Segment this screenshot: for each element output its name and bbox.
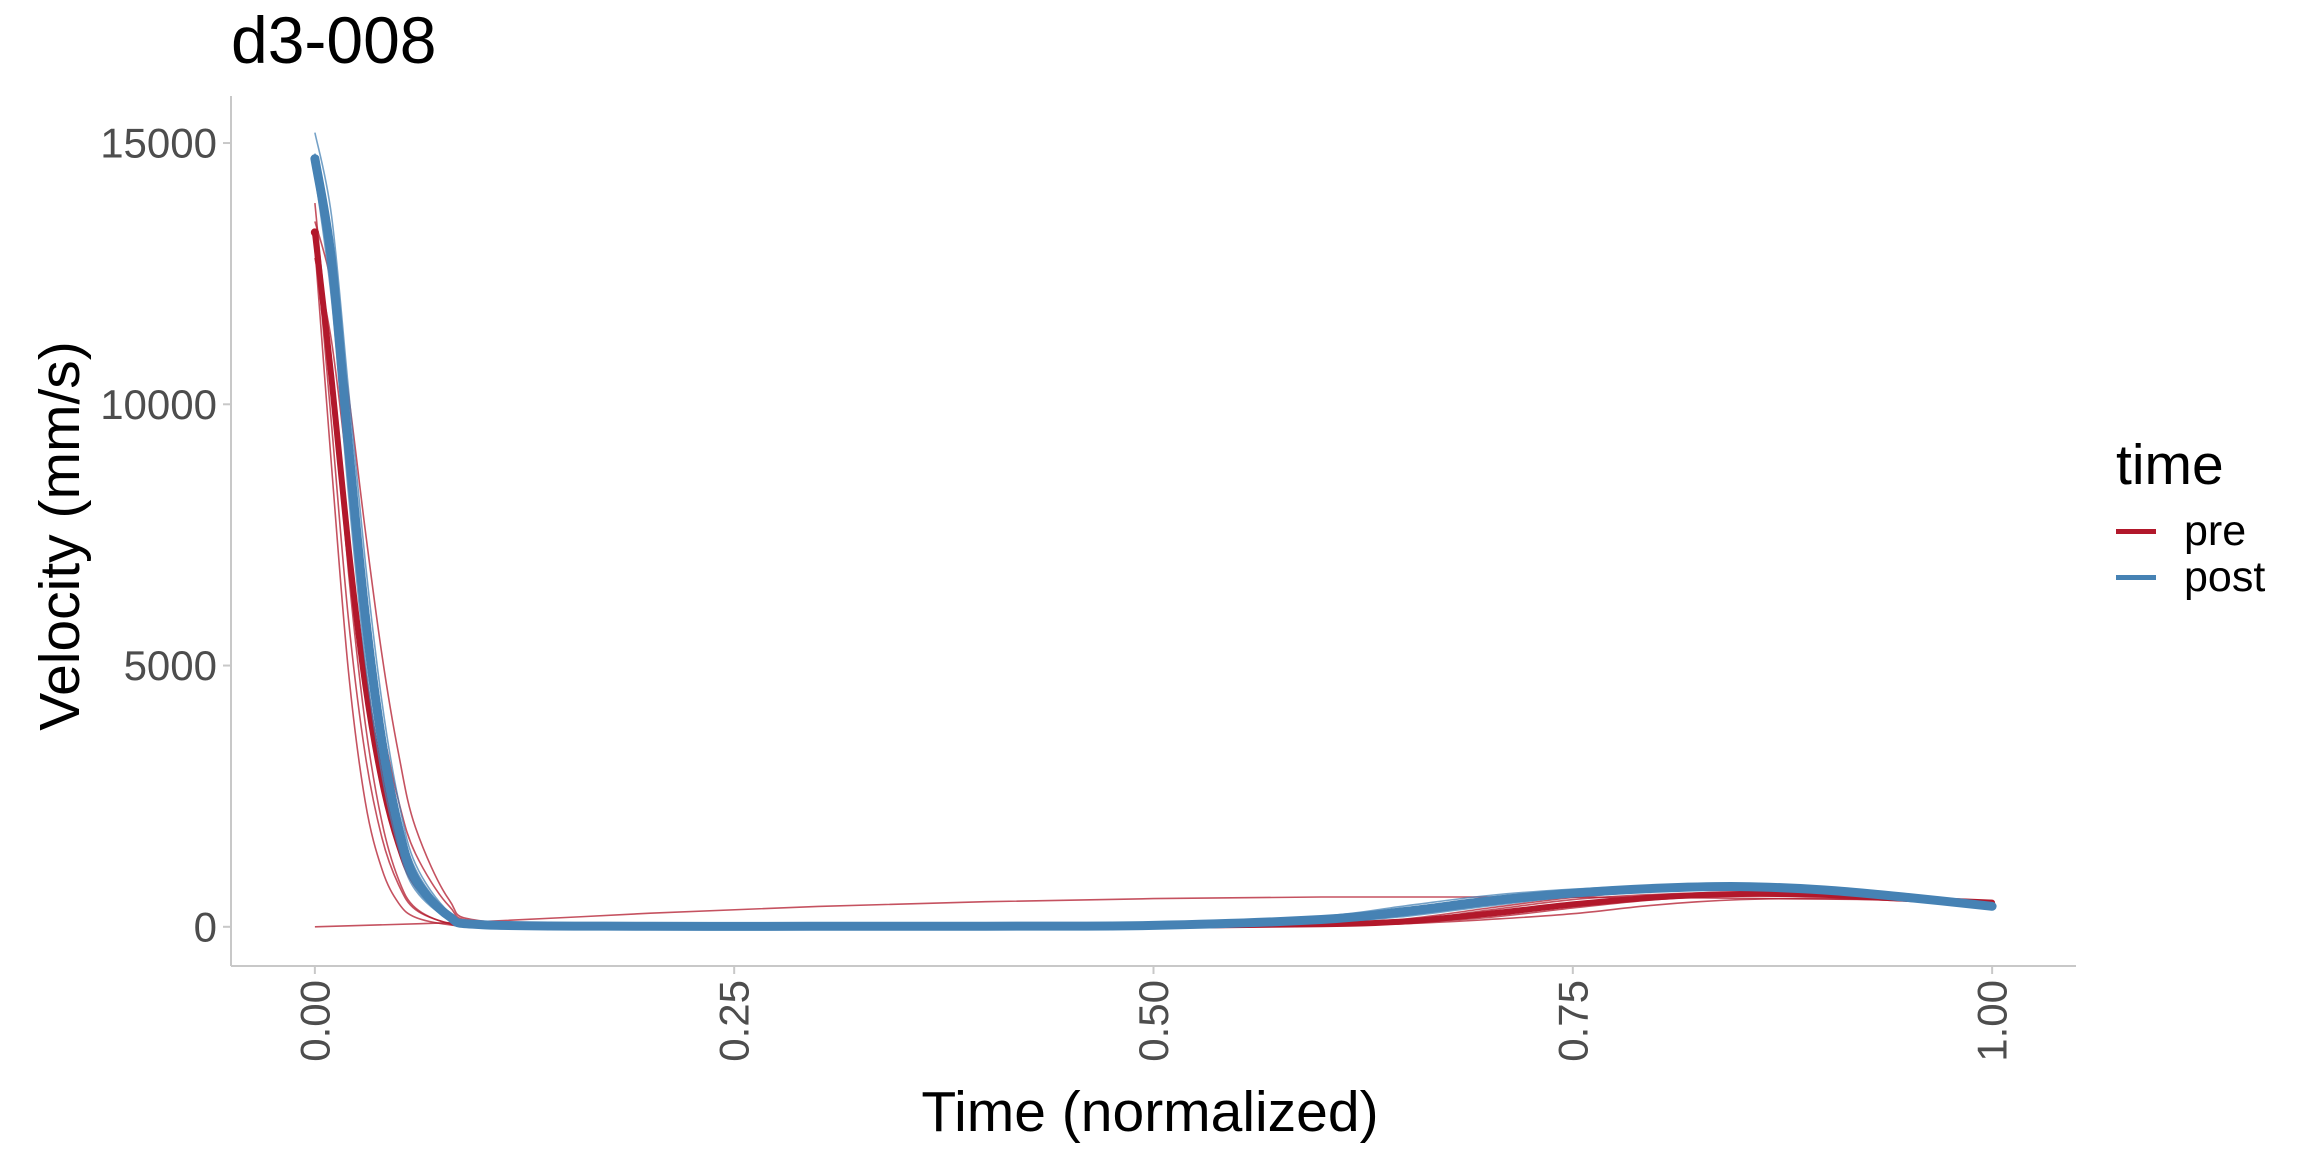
y-tick-label: 0 (194, 903, 217, 950)
trial-line-pre (314, 257, 1993, 928)
start-point-post (310, 154, 319, 163)
legend-title: time (2116, 433, 2224, 497)
trial-line-pre (314, 247, 1993, 928)
x-axis-title: Time (normalized) (921, 1080, 1379, 1144)
trial-line-post (314, 158, 1993, 928)
legend-key-pre (2116, 528, 2156, 534)
legend-key-post (2116, 574, 2156, 580)
legend: time pre post (2116, 432, 2266, 601)
trial-line-post (314, 163, 1993, 928)
mean-line-post (310, 154, 1997, 931)
y-tick-label: 10000 (100, 381, 217, 428)
y-tick-label: 5000 (124, 642, 217, 689)
legend-item-post: post (2116, 552, 2266, 601)
x-tick-label: 0.00 (291, 980, 338, 1062)
y-axis-title: Velocity (mm/s) (28, 341, 92, 731)
y-tick-label: 15000 (100, 120, 217, 167)
legend-label-pre: pre (2184, 506, 2247, 555)
trial-line-pre (314, 203, 1993, 928)
chart-title: d3-008 (231, 3, 437, 77)
x-tick-label: 0.25 (711, 980, 758, 1062)
trial-line-pre (314, 896, 1993, 928)
mean-line-pre (311, 229, 1996, 930)
x-tick-label: 0.50 (1130, 980, 1177, 1062)
series-post (310, 132, 1997, 931)
ticks-layer: 0 5000 10000 15000 0.00 0.25 0.50 0.75 1.00 (100, 120, 2015, 1062)
legend-label-post: post (2184, 552, 2266, 601)
trial-line-post (314, 153, 1993, 928)
start-point-pre (310, 228, 319, 237)
x-tick-label: 0.75 (1549, 980, 1596, 1062)
axes-layer (230, 96, 2076, 967)
trial-line-pre (314, 221, 1993, 928)
trial-line-post (314, 169, 1993, 928)
legend-item-pre: pre (2116, 506, 2265, 555)
lines-layer (310, 132, 1997, 931)
trial-line-post (314, 132, 1993, 928)
trial-line-post (314, 174, 1993, 928)
trial-line-pre (314, 231, 1993, 928)
x-tick-label: 1.00 (1969, 980, 2016, 1062)
series-pre (310, 203, 1996, 930)
